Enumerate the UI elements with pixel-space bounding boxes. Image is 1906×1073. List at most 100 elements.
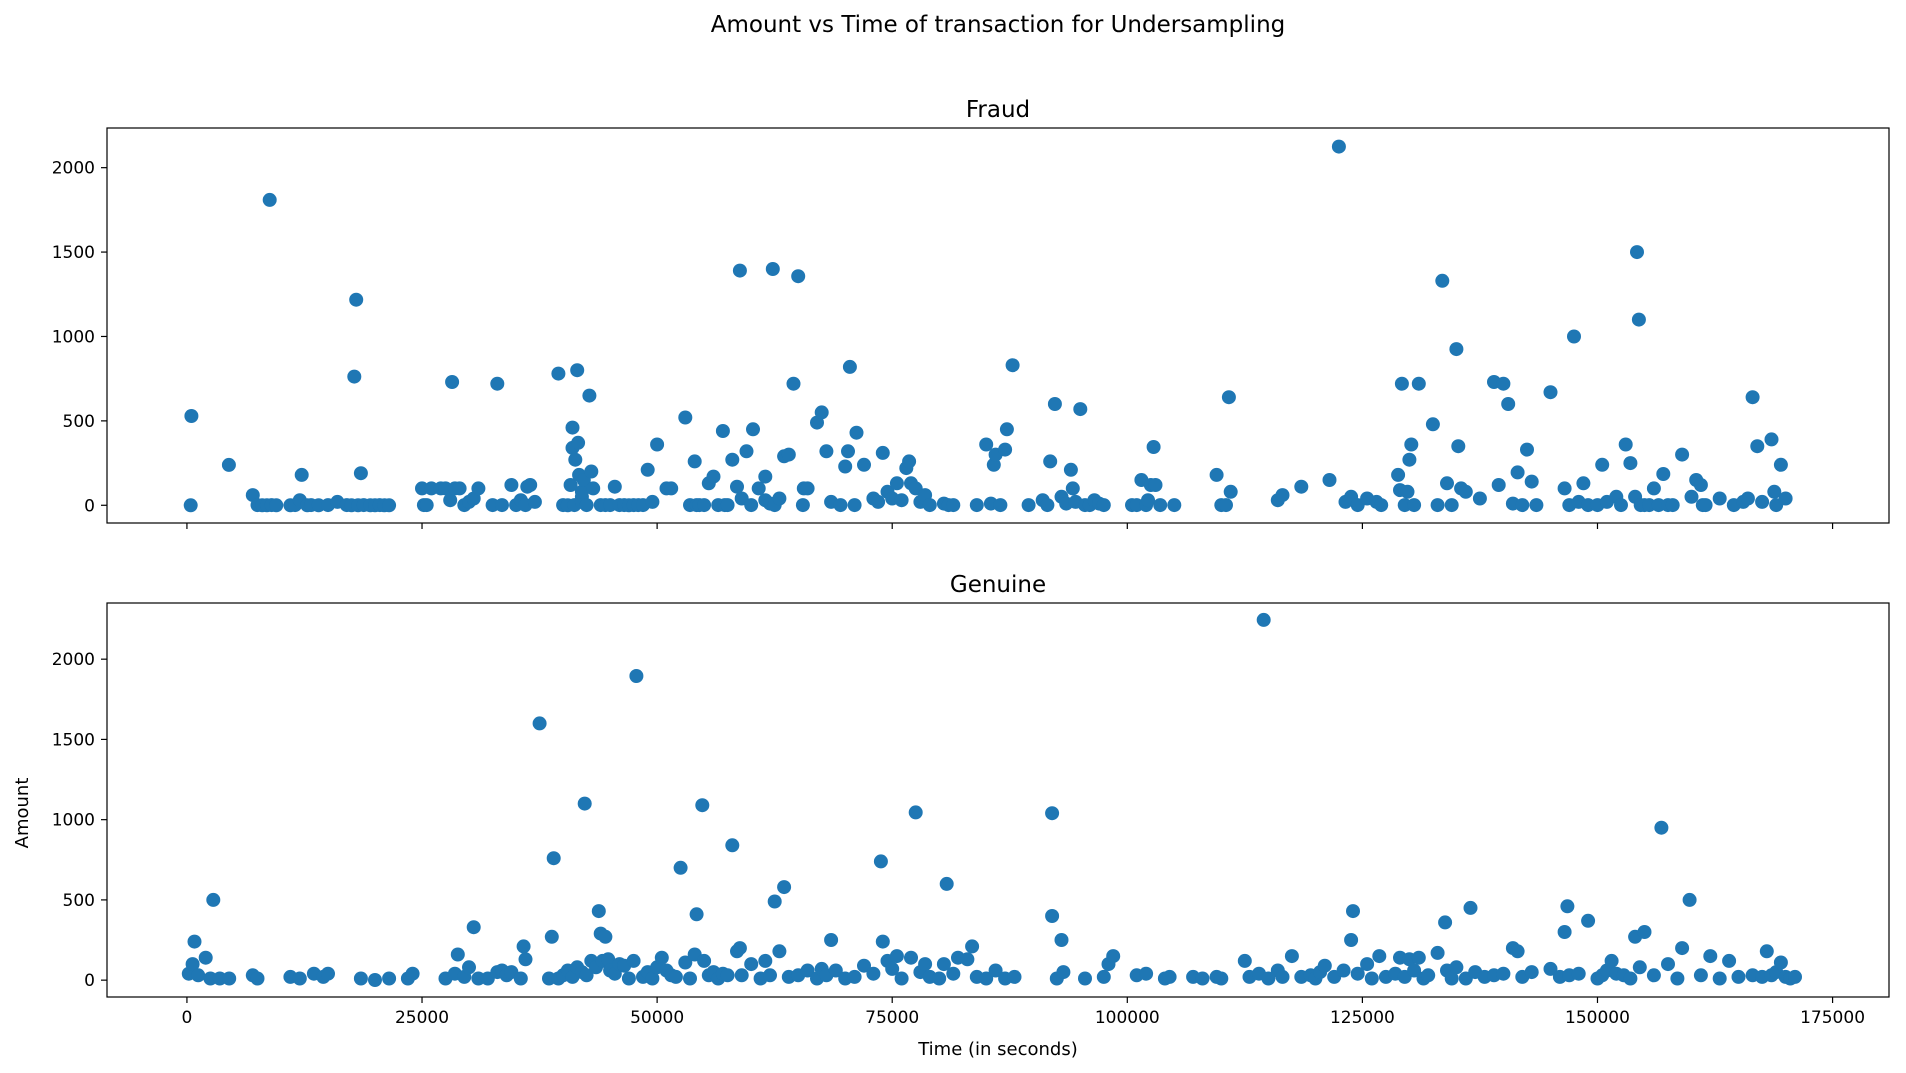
fraud-point	[819, 444, 834, 459]
fraud-point	[1510, 465, 1525, 480]
genuine-point	[1344, 933, 1359, 947]
genuine-point	[1421, 968, 1436, 983]
genuine-x-tick-label: 100000	[1095, 1008, 1160, 1028]
fraud-point	[1167, 498, 1182, 513]
genuine-point	[758, 953, 773, 968]
fraud-point	[1331, 139, 1346, 154]
genuine-x-tick-label: 175000	[1800, 1008, 1865, 1028]
genuine-point	[1360, 957, 1375, 972]
fraud-point	[715, 424, 730, 438]
fraud-point	[922, 498, 937, 513]
fraud-point	[697, 498, 712, 513]
fraud-point	[1451, 439, 1466, 454]
fraud-point	[847, 498, 862, 513]
fraud-point	[786, 376, 801, 391]
genuine-point	[1275, 969, 1290, 984]
fraud-point	[1146, 440, 1161, 454]
fraud-points	[183, 139, 1793, 513]
fraud-point	[294, 467, 309, 482]
fraud-point	[1449, 342, 1464, 357]
fraud-point	[443, 493, 458, 508]
genuine-points	[181, 612, 1802, 987]
genuine-point	[1336, 963, 1351, 978]
genuine-point	[368, 973, 382, 987]
genuine-point	[591, 904, 606, 919]
genuine-point	[1214, 971, 1229, 986]
fraud-point	[732, 263, 747, 278]
genuine-point	[187, 934, 202, 949]
genuine-y-ticks: 0 500 1000 1500 2000	[52, 650, 107, 991]
fraud-point	[791, 269, 806, 284]
genuine-point	[866, 966, 881, 981]
genuine-point	[601, 952, 616, 967]
fraud-point	[565, 420, 580, 435]
genuine-point	[1632, 960, 1647, 975]
genuine-point	[353, 971, 368, 986]
genuine-point	[621, 971, 636, 986]
genuine-point	[1759, 944, 1774, 959]
genuine-y-tick-label: 500	[63, 891, 95, 911]
genuine-point	[1139, 966, 1154, 981]
genuine-point	[725, 838, 740, 853]
fraud-point	[607, 479, 622, 494]
genuine-point	[1496, 966, 1511, 981]
genuine-point	[629, 669, 644, 683]
fraud-y-ticks: 0 500 1000 1500 2000	[52, 159, 107, 516]
fraud-point	[751, 481, 766, 496]
genuine-point	[546, 851, 561, 866]
fraud-point	[1524, 474, 1539, 489]
genuine-panel-title: Genuine	[950, 572, 1046, 598]
genuine-point	[513, 971, 528, 986]
fraud-point	[1740, 491, 1755, 506]
genuine-point	[321, 966, 335, 981]
genuine-point	[965, 939, 980, 954]
genuine-point	[1722, 953, 1737, 968]
fraud-point	[814, 405, 829, 420]
genuine-point	[1411, 950, 1426, 965]
fraud-point	[1275, 488, 1290, 503]
genuine-point	[1449, 960, 1464, 975]
fraud-point	[758, 469, 773, 484]
genuine-point	[1712, 971, 1727, 986]
fraud-y-tick-label: 1000	[52, 327, 95, 347]
fraud-point	[586, 481, 601, 496]
genuine-point	[732, 941, 747, 956]
genuine-point	[1045, 806, 1060, 821]
fraud-y-tick-label: 500	[63, 412, 95, 432]
fraud-point	[1750, 439, 1765, 454]
fraud-point	[857, 457, 871, 472]
fraud-point	[269, 498, 284, 513]
fraud-point	[1063, 462, 1078, 477]
fraud-point	[579, 498, 594, 513]
fraud-point	[894, 493, 909, 508]
fraud-point	[1567, 329, 1581, 344]
fraud-point	[1614, 498, 1628, 513]
fraud-point	[1040, 498, 1055, 513]
genuine-point	[904, 950, 918, 965]
genuine-point	[873, 854, 888, 869]
genuine-point	[579, 968, 594, 983]
fraud-point	[795, 498, 810, 513]
fraud-point	[1223, 484, 1238, 499]
fraud-point	[1764, 432, 1779, 447]
genuine-point	[1581, 913, 1596, 928]
genuine-panel-ylabel: Amount	[12, 778, 33, 849]
fraud-point	[1425, 417, 1440, 432]
fraud-point	[1496, 376, 1511, 391]
genuine-point	[1623, 971, 1638, 986]
fraud-point	[1221, 390, 1236, 405]
fraud-point	[1630, 245, 1644, 260]
fraud-point	[1021, 498, 1036, 513]
genuine-point	[1007, 969, 1022, 984]
genuine-point	[1284, 949, 1299, 964]
fraud-point	[1618, 437, 1633, 452]
genuine-point	[1162, 969, 1177, 984]
fraud-point	[1411, 376, 1426, 391]
genuine-point	[1510, 944, 1525, 959]
genuine-point	[908, 805, 923, 820]
genuine-point	[645, 971, 660, 986]
fraud-point	[563, 478, 578, 492]
genuine-point	[1056, 965, 1071, 980]
fraud-point	[1209, 467, 1224, 482]
genuine-point	[946, 966, 961, 981]
